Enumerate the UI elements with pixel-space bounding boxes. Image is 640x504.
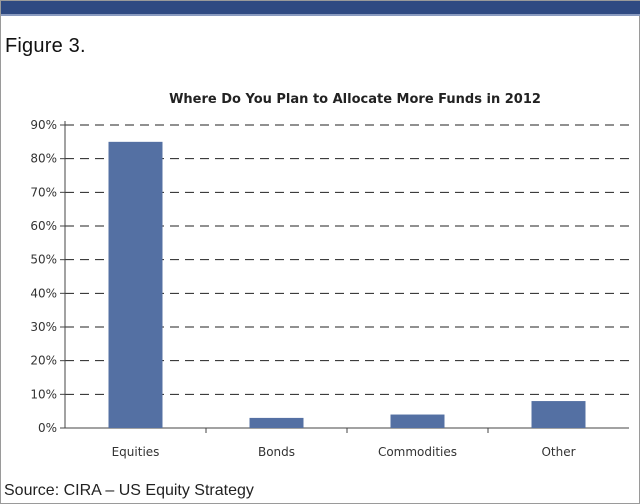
bar-equities bbox=[108, 141, 163, 428]
bar-bonds bbox=[249, 417, 304, 428]
header-rule bbox=[1, 1, 640, 16]
category-label: Bonds bbox=[258, 445, 295, 459]
source-note: Source: CIRA – US Equity Strategy bbox=[4, 482, 254, 499]
bar-chart: Where Do You Plan to Allocate More Funds… bbox=[30, 92, 629, 459]
y-tick-label: 30% bbox=[30, 320, 57, 334]
category-label: Commodities bbox=[378, 445, 457, 459]
y-tick-label: 20% bbox=[30, 354, 57, 368]
y-tick-label: 40% bbox=[30, 286, 57, 300]
chart-title: Where Do You Plan to Allocate More Funds… bbox=[169, 92, 541, 107]
bar-other bbox=[531, 401, 586, 428]
category-label: Equities bbox=[112, 445, 160, 459]
y-tick-label: 10% bbox=[30, 387, 57, 401]
figure-label: Figure 3. bbox=[5, 35, 86, 57]
y-tick-label: 90% bbox=[30, 118, 57, 132]
category-label: Other bbox=[541, 445, 575, 459]
y-tick-label: 60% bbox=[30, 219, 57, 233]
y-tick-label: 0% bbox=[38, 421, 57, 435]
y-tick-label: 50% bbox=[30, 253, 57, 267]
y-tick-label: 80% bbox=[30, 152, 57, 166]
bar-commodities bbox=[390, 414, 445, 428]
y-tick-label: 70% bbox=[30, 185, 57, 199]
